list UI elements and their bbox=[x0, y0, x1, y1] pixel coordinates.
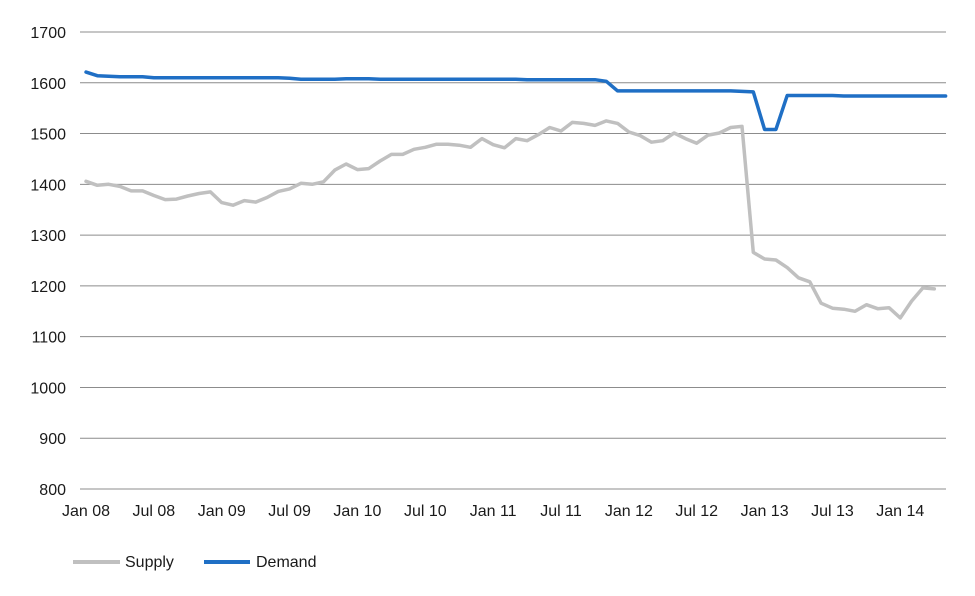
legend-label-supply: Supply bbox=[125, 554, 174, 571]
y-axis-tick-labels: 800 900 1000 1100 1200 1300 1400 1500 1600 1700 bbox=[30, 25, 66, 499]
y-tick-label: 1700 bbox=[30, 25, 66, 42]
x-tick-label: Jul 10 bbox=[404, 503, 447, 520]
series-lines bbox=[84, 70, 948, 320]
x-tick-label: Jan 11 bbox=[470, 503, 517, 520]
gridlines bbox=[80, 31, 946, 439]
x-tick-label: Jan 12 bbox=[605, 503, 653, 520]
y-tick-label: 1200 bbox=[30, 279, 66, 296]
x-tick-label: Jan 13 bbox=[741, 503, 789, 520]
x-tick-label: Jan 10 bbox=[333, 503, 381, 520]
x-tick-label: Jul 13 bbox=[811, 503, 854, 520]
series-line-supply bbox=[84, 119, 937, 320]
y-tick-label: 1000 bbox=[30, 380, 66, 397]
x-tick-label: Jul 08 bbox=[133, 503, 176, 520]
y-tick-label: 1400 bbox=[30, 177, 66, 194]
y-tick-label: 1300 bbox=[30, 228, 66, 245]
x-axis-tick-labels: Jan 08 Jul 08 Jan 09 Jul 09 Jan 10 Jul 10 Jan … bbox=[62, 503, 924, 520]
x-tick-label: Jan 09 bbox=[198, 503, 246, 520]
x-tick-label: Jan 14 bbox=[876, 503, 924, 520]
legend: Supply Demand bbox=[73, 554, 316, 571]
x-tick-label: Jan 08 bbox=[62, 503, 110, 520]
x-tick-label: Jul 11 bbox=[540, 503, 582, 520]
y-tick-label: 1500 bbox=[30, 127, 66, 144]
x-tick-label: Jul 12 bbox=[675, 503, 718, 520]
y-tick-label: 800 bbox=[39, 482, 66, 499]
x-tick-label: Jul 09 bbox=[268, 503, 311, 520]
y-tick-label: 1600 bbox=[30, 76, 66, 93]
legend-label-demand: Demand bbox=[256, 554, 316, 571]
series-line-demand bbox=[84, 70, 948, 132]
y-tick-label: 900 bbox=[39, 431, 66, 448]
y-tick-label: 1100 bbox=[32, 330, 67, 347]
